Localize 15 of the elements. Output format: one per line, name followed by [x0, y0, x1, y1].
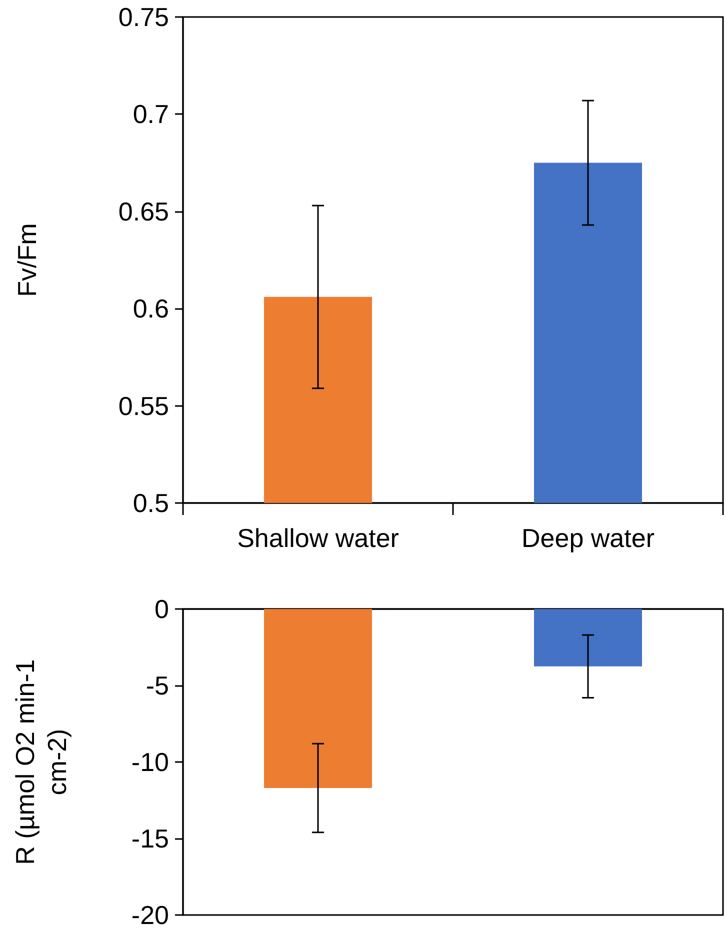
y-tick-label: 0.5	[132, 488, 169, 518]
y-tick-label: -10	[131, 747, 169, 777]
y-tick-label: 0.65	[118, 196, 169, 226]
y-tick-label: 0.6	[132, 294, 169, 324]
x-tick-label: Shallow water	[237, 523, 400, 553]
y-axis-title: Fv/Fm	[12, 223, 42, 297]
y-tick-label: 0.55	[118, 390, 169, 421]
x-tick-label: Deep water	[522, 523, 655, 553]
y-tick-label: -5	[146, 670, 169, 700]
y-axis-title: R (µmol O2 min-1 cm-2)	[10, 659, 72, 865]
y-tick-label: 0.7	[132, 99, 169, 130]
y-tick-label: 0.75	[118, 2, 169, 32]
y-tick-label: 0	[154, 594, 169, 624]
y-tick-label: -20	[131, 900, 169, 930]
y-tick-label: -15	[131, 824, 169, 854]
